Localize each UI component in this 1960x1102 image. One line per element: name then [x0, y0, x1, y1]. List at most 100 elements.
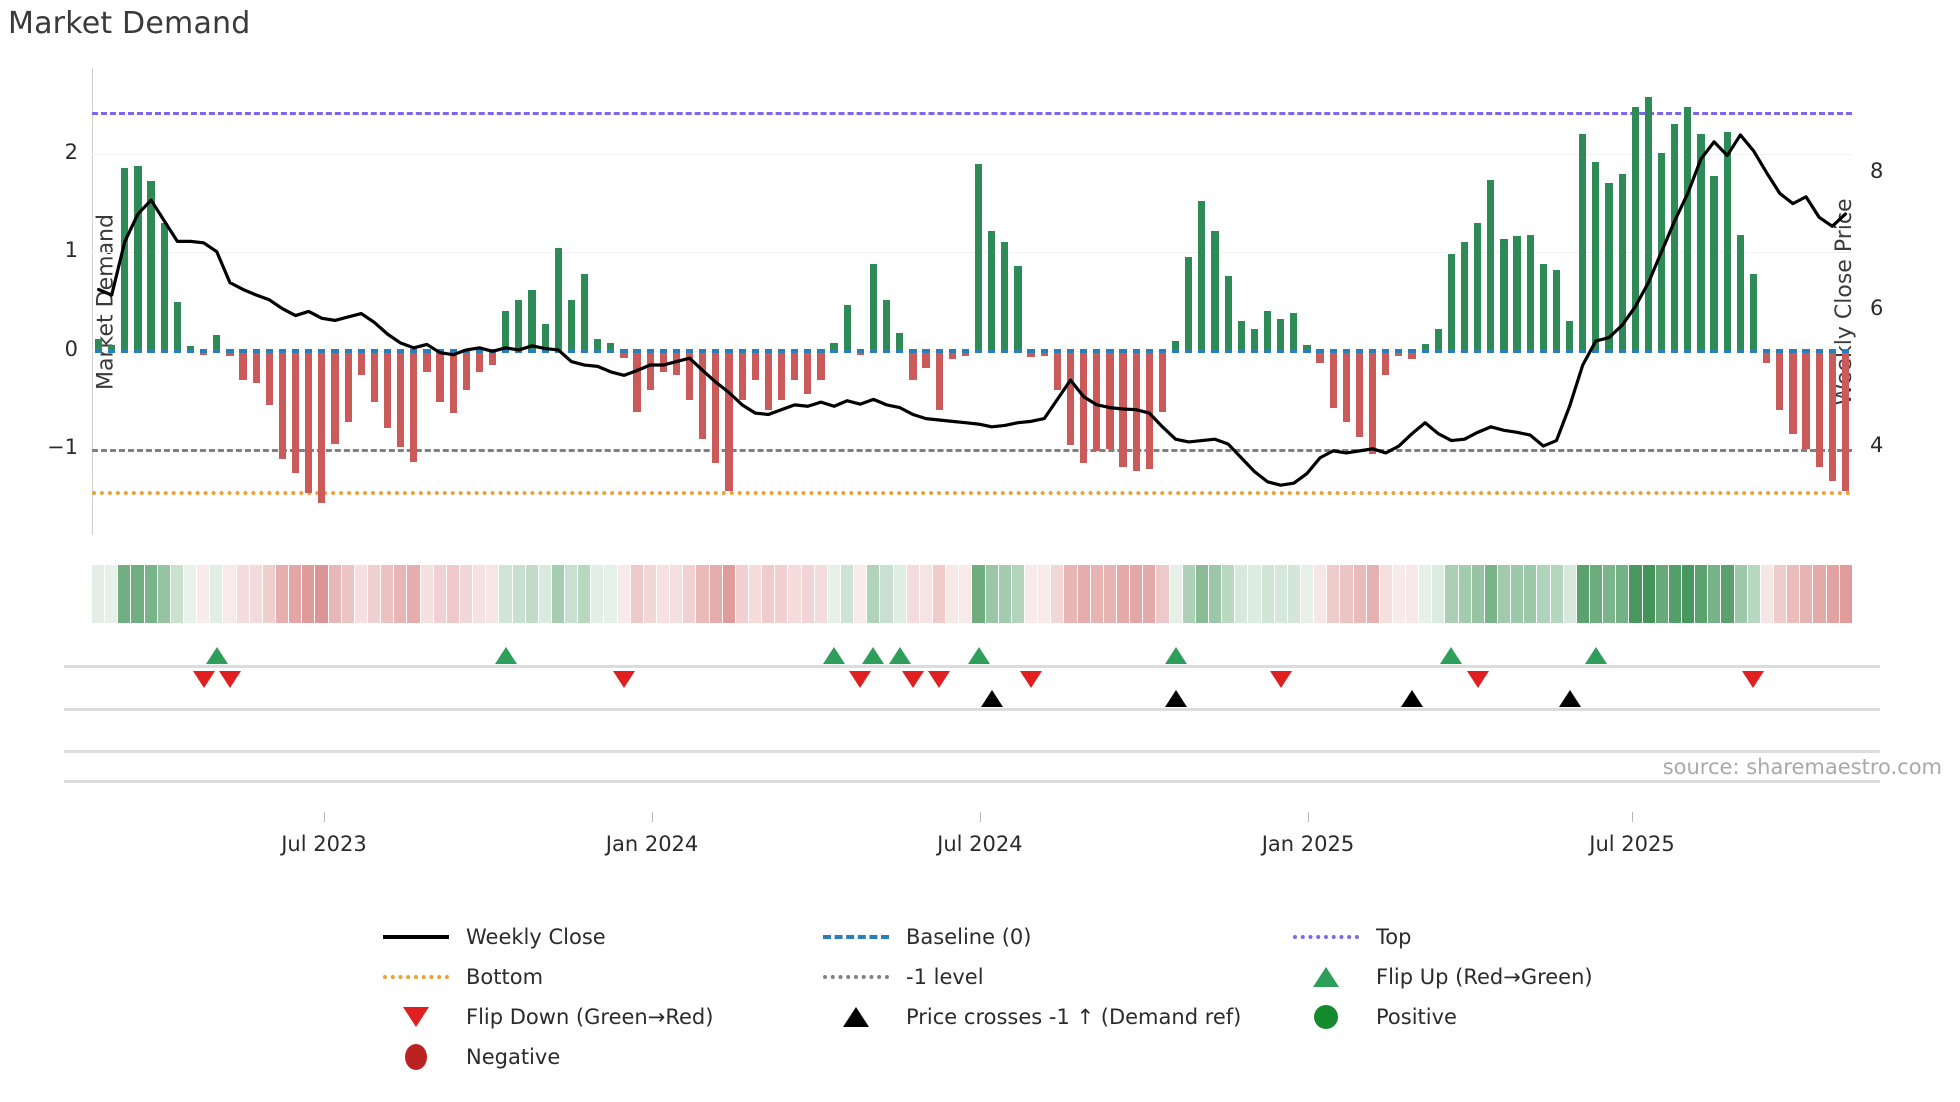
heatmap-cell — [1208, 565, 1222, 623]
demand-bar — [738, 350, 746, 400]
demand-bar — [1815, 350, 1823, 467]
heatmap-cell — [1024, 565, 1038, 623]
heatmap-cell — [499, 565, 512, 623]
baseline-segment — [502, 348, 510, 353]
heatmap-cell — [1826, 565, 1839, 623]
legend-item[interactable]: Flip Up (Red→Green) — [1290, 965, 1593, 989]
demand-bar — [1277, 319, 1285, 351]
heatmap-cell — [1734, 565, 1747, 623]
legend-item[interactable]: Price crosses -1 ↑ (Demand ref) — [820, 1005, 1290, 1029]
price-cross-marker — [1401, 690, 1423, 707]
legend-item[interactable]: -1 level — [820, 965, 1290, 989]
demand-bar — [1579, 134, 1587, 351]
legend-swatch — [405, 1044, 427, 1070]
demand-bar — [1224, 275, 1232, 351]
demand-bar — [725, 350, 733, 491]
x-axis-tickmark — [323, 812, 325, 822]
heatmap-cell — [1340, 565, 1353, 623]
legend-item[interactable]: Weekly Close — [380, 925, 820, 949]
legend-swatch — [823, 975, 889, 979]
demand-bar — [502, 311, 510, 351]
heatmap-cell — [1011, 565, 1024, 623]
heatmap-cell — [1590, 565, 1603, 623]
heatmap-cell — [1379, 565, 1392, 623]
heatmap-cell — [1248, 565, 1261, 623]
main-plot-area: Market Demand Weekly Close Price 2 1 0 −1 8… — [47, 68, 1883, 535]
baseline-segment — [1237, 348, 1245, 353]
baseline-segment — [305, 348, 313, 353]
triangle-up-green-icon — [1290, 966, 1362, 988]
heatmap-cell — [814, 565, 827, 623]
heatmap-cell — [1235, 565, 1248, 623]
demand-bar — [1185, 257, 1193, 351]
heatmap-cell — [223, 565, 236, 623]
legend-item[interactable]: Baseline (0) — [820, 925, 1290, 949]
heatmap-cell — [1484, 565, 1498, 623]
demand-bar — [1736, 234, 1744, 351]
demand-bar — [1789, 350, 1797, 435]
demand-bar — [594, 338, 602, 351]
flip-up-marker — [1440, 647, 1463, 664]
chart-legend: Weekly Close Baseline (0) Top Bottom -1 leve… — [380, 925, 1593, 1070]
heatmap-cell — [1314, 565, 1327, 623]
legend-item[interactable]: Flip Down (Green→Red) — [380, 1005, 820, 1029]
baseline-segment — [1434, 348, 1442, 353]
baseline-segment — [646, 348, 654, 353]
legend-item[interactable]: Top — [1290, 925, 1590, 949]
legend-item[interactable]: Bottom — [380, 965, 820, 989]
x-axis-tickmark — [1632, 812, 1633, 822]
demand-bar — [1329, 350, 1337, 408]
heatmap-cell — [1563, 565, 1576, 623]
heatmap-cell — [670, 565, 683, 623]
heatmap-cell — [105, 565, 118, 623]
demand-bar — [817, 350, 825, 381]
baseline-segment — [751, 348, 759, 353]
demand-bar — [791, 350, 799, 381]
demand-bar — [659, 350, 667, 373]
demand-bar — [751, 350, 759, 381]
flip-down-marker — [192, 671, 215, 688]
legend-item-label: Flip Up (Red→Green) — [1376, 965, 1593, 989]
baseline-segment — [1500, 348, 1508, 353]
heatmap-cell — [722, 565, 735, 623]
baseline-segment — [1080, 348, 1088, 353]
heatmap-cell — [1498, 565, 1511, 623]
demand-bar — [554, 248, 562, 351]
demand-bar — [252, 350, 260, 384]
heatmap-cell — [1195, 565, 1208, 623]
flip-down-marker — [1742, 671, 1765, 688]
demand-bar — [567, 299, 575, 351]
demand-bar — [843, 305, 851, 351]
demand-bar — [344, 350, 352, 422]
heatmap-cell — [801, 565, 814, 623]
baseline-segment — [633, 348, 641, 353]
legend-item[interactable]: Negative — [380, 1044, 820, 1070]
heatmap-cell — [170, 565, 183, 623]
heatmap-cell — [236, 565, 249, 623]
demand-bar — [1171, 340, 1180, 351]
demand-bar — [1552, 269, 1561, 351]
baseline-segment — [1027, 348, 1035, 353]
baseline-segment — [988, 348, 996, 353]
flip-down-marker — [928, 671, 951, 688]
heatmap-cell — [1103, 565, 1116, 623]
baseline-segment — [843, 348, 851, 353]
baseline-segment — [160, 348, 168, 353]
baseline-segment — [291, 348, 300, 353]
x-axis-tick-label: Jan 2024 — [605, 832, 699, 856]
baseline-segment — [173, 348, 181, 353]
baseline-segment — [567, 348, 575, 353]
legend-item[interactable]: Positive — [1290, 1005, 1590, 1029]
baseline-segment — [1211, 348, 1219, 353]
heatmap-cell — [1038, 565, 1051, 623]
heatmap-cell — [1721, 565, 1734, 623]
baseline-segment — [226, 348, 234, 353]
baseline-segment — [1579, 348, 1587, 353]
heatmap-cell — [854, 565, 867, 623]
demand-bar — [121, 167, 129, 351]
baseline-segment — [594, 348, 602, 353]
heatmap-cell — [1708, 565, 1721, 623]
baseline-segment — [699, 348, 707, 353]
heatmap-cell — [643, 565, 657, 623]
